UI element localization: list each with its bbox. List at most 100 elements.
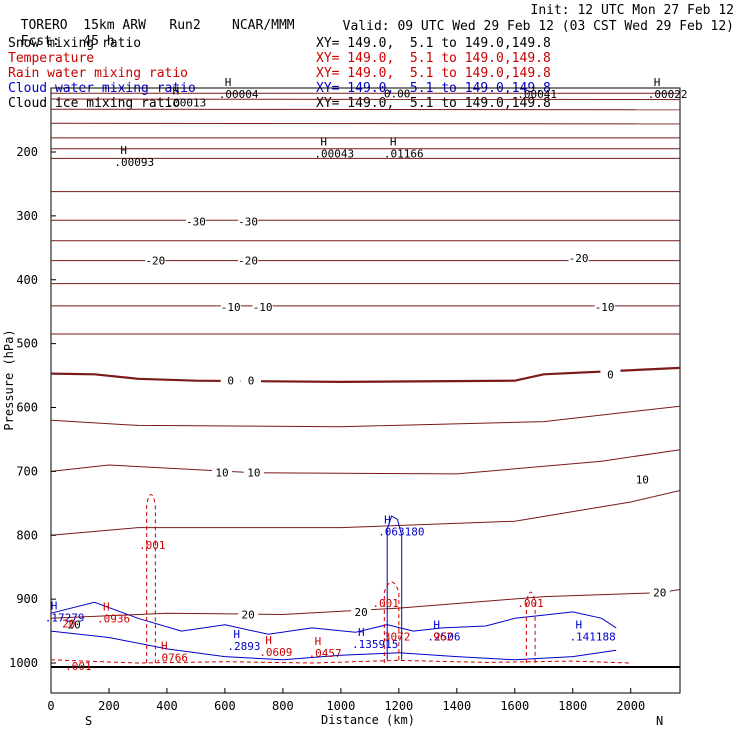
extremum-value-20: 962 [433, 630, 453, 643]
x-tick-label-5: 1000 [326, 699, 355, 713]
contour-label-5: -10 [221, 301, 241, 314]
contour-label-bg-12 [243, 466, 264, 478]
rain-tower-2 [525, 591, 536, 663]
extremum-value-2: .00022 [648, 88, 688, 101]
extremum-mark-21: H [575, 618, 582, 631]
xy-rain: XY= 149.0, 5.1 to 149.0,149.8 [316, 66, 551, 81]
extrema-labels: H.00004H.00013H.00022H.00043H.01166H.000… [45, 76, 688, 673]
rain-low-contour [50, 659, 631, 664]
extremum-value-5: .00093 [114, 156, 154, 169]
extremum-mark-15: H [265, 634, 272, 647]
field-snow: Snow mixing ratio [8, 36, 142, 51]
extremum-mark-12: H [51, 599, 58, 612]
y-tick-label-1: 300 [16, 209, 38, 223]
extremum-mark-4: H [390, 136, 397, 149]
isotherm-3 [50, 122, 681, 125]
y-axis-label: Pressure (hPa) [2, 329, 16, 430]
contour-label-9: 0 [248, 375, 255, 388]
model-name: TORERO [20, 18, 68, 33]
cloud-water-tower-contour [386, 515, 403, 660]
extremum-value-3: .00043 [314, 148, 354, 161]
x-tick-label-9: 1800 [558, 699, 587, 713]
y-tick-label-3: 500 [16, 337, 38, 351]
y-tick-label-8: 1000 [9, 656, 38, 670]
extremum-value-4: .01166 [384, 148, 424, 161]
extremum-value-9: .001 [139, 539, 166, 552]
extremum-value-18: 3072 [384, 630, 411, 643]
contour-label-bg-6 [252, 301, 273, 313]
contour-label-bg-13 [632, 473, 653, 485]
valid-time: Valid: 09 UTC Wed 29 Feb 12 (03 CST Wed … [342, 19, 734, 34]
y-tick-label-2: 400 [16, 273, 38, 287]
y-tick-label-4: 600 [16, 401, 38, 415]
field-cloud-ice: Cloud ice mixing ratio [8, 96, 181, 111]
extremum-value-15: .0609 [259, 646, 292, 659]
x-tick-label-10: 2000 [616, 699, 645, 713]
extremum-mark-16: H [315, 635, 322, 648]
contour-label-7: -10 [595, 301, 615, 314]
isotherm-2 [50, 108, 681, 111]
rain-tower-1 [383, 581, 400, 663]
contour-label-14: 20 [241, 608, 254, 621]
cloud-water-contours [50, 515, 617, 661]
contour-label-bg-17 [64, 618, 85, 630]
contour-label-15: 20 [355, 606, 368, 619]
contour-label-bg-4 [568, 252, 589, 264]
extremum-mark-14: H [233, 628, 240, 641]
contour-label-bg-15 [351, 605, 372, 617]
xy-snow: XY= 149.0, 5.1 to 149.0,149.8 [316, 36, 551, 51]
init-time: Init: 12 UTC Mon 27 Feb 12 [530, 3, 735, 18]
extremum-value-6: .00041 [517, 88, 557, 101]
run-label: Run2 [169, 18, 201, 33]
x-tick-label-0: 0 [47, 699, 54, 713]
extremum-value-17: .135915 [352, 638, 398, 651]
y-tick-label-7: 900 [16, 592, 38, 606]
extremum-value-1: .00013 [167, 96, 207, 109]
contour-label-bg-5 [220, 301, 241, 313]
contour-label-bg-7 [594, 301, 615, 313]
field-temperature: Temperature [8, 51, 95, 66]
extremum-value-24: 20 [62, 618, 75, 631]
forecast-label: Fcst: [20, 34, 60, 49]
extremum-value-12: .17279 [45, 611, 85, 624]
isotherm-15 [50, 405, 681, 428]
rain-tower-0 [146, 493, 156, 663]
extremum-value-13: .0936 [97, 613, 130, 626]
contour-label-bg-1 [238, 215, 259, 227]
x-tick-label-3: 600 [214, 699, 236, 713]
extremum-mark-19: H [433, 618, 440, 631]
contour-label-1: -30 [238, 216, 258, 229]
contour-label-13: 10 [636, 474, 649, 487]
isotherm-16 [50, 449, 681, 475]
x-tick-label-6: 1200 [384, 699, 413, 713]
contour-label-2: -20 [145, 255, 165, 268]
contour-label-4: -20 [569, 252, 589, 265]
contour-label-bg-0 [185, 215, 206, 227]
contour-label-17: 20 [68, 619, 81, 632]
model-resolution: 15km ARW [83, 18, 146, 33]
contour-label-bg-11 [212, 466, 233, 478]
contour-label-11: 10 [215, 467, 228, 480]
contour-label-bg-10 [600, 368, 621, 380]
y-tick-label-0: 200 [16, 145, 38, 159]
extremum-value-22: .0766 [155, 652, 188, 665]
x-tick-label-8: 1600 [500, 699, 529, 713]
extremum-mark-2: H [654, 76, 661, 89]
xy-temperature: XY= 149.0, 5.1 to 149.0,149.8 [316, 51, 551, 66]
plot-frame [50, 87, 681, 694]
contour-label-6: -10 [253, 301, 273, 314]
contour-label-bg-2 [145, 254, 166, 266]
contour-label-bg-3 [238, 254, 259, 266]
contour-label-bg-14 [238, 608, 259, 620]
isotherm-14 [50, 366, 681, 384]
contour-label-12: 10 [247, 467, 260, 480]
x-tick-label-7: 1400 [442, 699, 471, 713]
organization: NCAR/MMM [232, 18, 295, 33]
extremum-mark-17: H [358, 626, 365, 639]
extremum-mark-0: H [225, 76, 232, 89]
contour-label-16: 20 [653, 587, 666, 600]
y-tick-label-5: 700 [16, 464, 38, 478]
extremum-mark-3: H [320, 136, 327, 149]
extremum-value-14: .2893 [227, 640, 260, 653]
y-tick-label-6: 800 [16, 528, 38, 542]
